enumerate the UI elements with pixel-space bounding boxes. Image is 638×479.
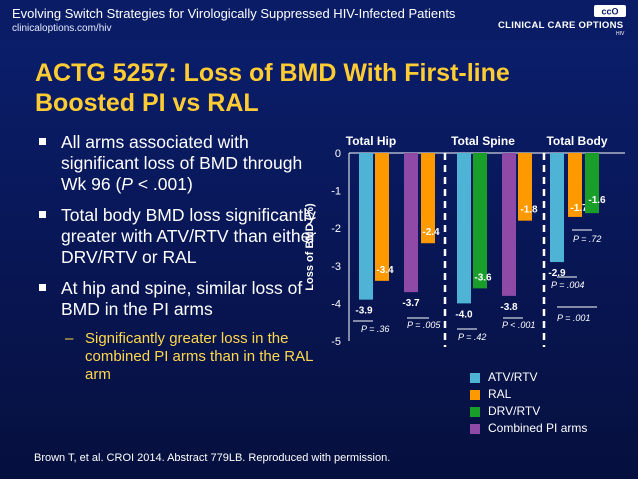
legend-swatch	[470, 389, 480, 400]
legend-swatch	[470, 423, 480, 434]
legend-label: Combined PI arms	[488, 421, 588, 435]
y-tick-label: -3	[331, 261, 341, 273]
legend-item: ATV/RTV	[470, 370, 587, 385]
bar-value-label: -3.8	[500, 302, 518, 313]
bar	[550, 153, 564, 263]
bullet-square-icon	[39, 284, 46, 291]
bar	[473, 153, 487, 289]
slide-title-line1: ACTG 5257: Loss of BMD With First-line	[35, 59, 510, 87]
legend-item: RAL	[470, 387, 587, 402]
y-tick-label: -5	[331, 336, 341, 348]
bullet-square-icon	[39, 211, 46, 218]
bar-value-label: -4.0	[455, 309, 473, 320]
bullet-text: All arms associated with significant los…	[61, 132, 303, 194]
bullet-item: At hip and spine, similar loss of BMD in…	[37, 278, 327, 320]
bar	[568, 153, 582, 217]
bullet-square-icon	[39, 138, 46, 145]
bar	[585, 153, 599, 214]
logo-mark-text: ccO	[601, 7, 618, 17]
sub-bullet-text: Significantly greater loss in the combin…	[85, 330, 313, 383]
bar-value-label: -2.9	[548, 268, 566, 279]
bullet-item: Total body BMD loss significantly greate…	[37, 205, 327, 268]
logo-sub: HIV	[616, 31, 625, 37]
legend-label: RAL	[488, 387, 512, 401]
bullet-text-end: < .001)	[132, 174, 193, 194]
y-axis-label: Loss of BMD (%)	[304, 203, 316, 291]
bar	[518, 153, 532, 221]
logo-text: CLINICAL CARE OPTIONS	[498, 20, 624, 31]
bar-value-label: -3.6	[474, 272, 492, 283]
bar	[502, 153, 516, 296]
bar-value-label: -3.9	[355, 306, 373, 317]
bar	[457, 153, 471, 304]
y-tick-label: -1	[331, 186, 341, 198]
bar	[404, 153, 418, 293]
bmd-bar-chart: Loss of BMD (%) 0 -1 -2 -3 -4 -5 Total Hip -3.9 -…	[304, 134, 625, 348]
bar	[421, 153, 435, 244]
bullet-item: All arms associated with significant los…	[37, 132, 327, 195]
legend-label: ATV/RTV	[488, 370, 538, 384]
bullet-text: Total body BMD loss significantly greate…	[61, 205, 317, 267]
group-label: Total Spine	[451, 134, 515, 148]
p-value-label: P = .004	[551, 280, 584, 290]
citation: Brown T, et al. CROI 2014. Abstract 779L…	[34, 452, 391, 464]
slide-header: Evolving Switch Strategies for Virologic…	[0, 0, 638, 40]
bar-value-label: -1.6	[588, 195, 606, 206]
legend-item: DRV/RTV	[470, 404, 587, 419]
header-title: Evolving Switch Strategies for Virologic…	[12, 6, 456, 21]
group-label: Total Body	[546, 134, 607, 148]
bullet-text: At hip and spine, similar loss of BMD in…	[61, 278, 303, 319]
bullet-italic: P	[121, 174, 133, 194]
y-tick-label: -4	[331, 298, 341, 310]
legend-swatch	[470, 372, 480, 383]
bar-value-label: -2.4	[422, 227, 440, 238]
legend-label: DRV/RTV	[488, 404, 541, 418]
bar	[375, 153, 389, 281]
p-value-label: P = .72	[573, 234, 601, 244]
y-tick-label: -2	[331, 223, 341, 235]
p-value-label: P < .001	[502, 320, 535, 330]
slide-title-line2: Boosted PI vs RAL	[35, 89, 259, 117]
logo-mark-icon: ccO	[594, 5, 626, 17]
group-label: Total Hip	[346, 134, 396, 148]
chart-legend: ATV/RTV RAL DRV/RTV Combined PI arms	[470, 370, 587, 438]
slide-title: ACTG 5257: Loss of BMD With First-line B…	[35, 58, 595, 118]
p-value-label: P = .005	[407, 320, 441, 330]
bar-value-label: -1.7	[570, 203, 588, 214]
bar-value-label: -3.4	[376, 265, 394, 276]
clinical-care-options-logo: ccO CLINICAL CARE OPTIONS HIV	[498, 5, 630, 37]
bar-value-label: -3.7	[402, 298, 420, 309]
bar	[359, 153, 373, 300]
dash-icon: –	[65, 330, 74, 347]
legend-swatch	[470, 406, 480, 417]
bar-value-label: -1.8	[520, 205, 538, 216]
y-tick-label: 0	[335, 148, 341, 160]
bullet-list: All arms associated with significant los…	[37, 132, 327, 384]
p-value-label: P = .36	[361, 324, 389, 334]
header-url: clinicaloptions.com/hiv	[12, 23, 112, 34]
p-value-label: P = .001	[557, 313, 590, 323]
legend-item: Combined PI arms	[470, 421, 587, 436]
sub-bullet: – Significantly greater loss in the comb…	[37, 330, 327, 384]
p-value-label: P = .42	[458, 332, 486, 342]
